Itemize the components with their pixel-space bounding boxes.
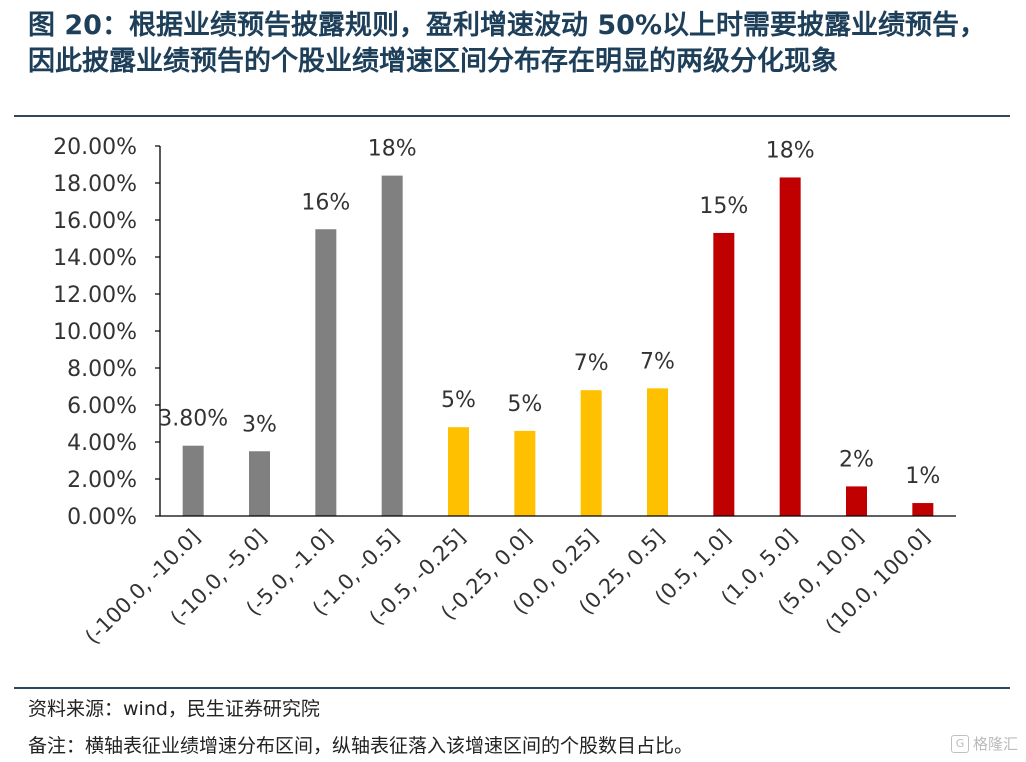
bar bbox=[713, 232, 735, 516]
data-label: 3.80% bbox=[158, 407, 228, 432]
y-tick-label: 6.00% bbox=[67, 394, 137, 419]
top-divider bbox=[14, 115, 1010, 117]
figure-title: 图 20：根据业绩预告披露规则，盈利增速波动 50%以上时需要披露业绩预告，因此… bbox=[28, 10, 986, 77]
bar bbox=[846, 486, 867, 516]
remark-note: 备注：横轴表征业绩增速分布区间，纵轴表征落入该增速区间的个股数目占比。 bbox=[28, 735, 694, 757]
data-label: 2% bbox=[839, 447, 874, 472]
y-tick-label: 18.00% bbox=[53, 172, 137, 197]
data-labels: 3.80% 3% 16% 18% 5% 5% 7% 7% 15% 18% 2% 1% bbox=[158, 137, 940, 489]
data-label: 5% bbox=[507, 392, 542, 417]
data-label: 15% bbox=[699, 194, 748, 219]
y-tick-label: 20.00% bbox=[53, 135, 137, 160]
data-label: 7% bbox=[574, 351, 609, 376]
source-note: 资料来源：wind，民生证券研究院 bbox=[28, 698, 320, 720]
data-label: 16% bbox=[301, 190, 350, 215]
y-tick-label: 12.00% bbox=[53, 283, 137, 308]
bar bbox=[315, 229, 337, 516]
bar bbox=[448, 427, 469, 516]
bottom-divider bbox=[14, 687, 1010, 689]
data-label: 1% bbox=[905, 464, 940, 489]
bar bbox=[249, 451, 270, 516]
bars bbox=[182, 175, 934, 516]
y-tick-label: 4.00% bbox=[67, 431, 137, 456]
watermark-text: 格隆汇 bbox=[972, 735, 1018, 753]
watermark: G 格隆汇 bbox=[950, 733, 1018, 754]
bar bbox=[647, 388, 668, 516]
watermark-logo-icon: G bbox=[950, 734, 969, 753]
bar bbox=[779, 177, 801, 516]
data-label: 18% bbox=[368, 137, 417, 162]
bar bbox=[580, 390, 602, 516]
y-tick-label: 2.00% bbox=[67, 468, 137, 493]
x-axis: (-100.0, -10.0](-10.0, -5.0](-5.0, -1.0]… bbox=[80, 515, 956, 649]
data-label: 18% bbox=[766, 138, 815, 163]
bar bbox=[912, 503, 934, 516]
data-label: 7% bbox=[640, 349, 675, 374]
y-tick-label: 14.00% bbox=[53, 246, 137, 271]
data-label: 3% bbox=[242, 412, 277, 437]
y-tick-label: 8.00% bbox=[67, 357, 137, 382]
bar bbox=[514, 430, 536, 516]
y-tick-label: 0.00% bbox=[67, 505, 137, 530]
bar bbox=[381, 175, 403, 516]
data-label: 5% bbox=[441, 388, 476, 413]
bar bbox=[182, 445, 204, 516]
y-tick-label: 10.00% bbox=[53, 320, 137, 345]
bar-chart: 0.00% 2.00% 4.00% 6.00% 8.00% 10.00% 12.00% 14.… bbox=[53, 135, 956, 649]
x-tick-label: (-100.0, -10.0] bbox=[80, 525, 204, 649]
y-tick-label: 16.00% bbox=[53, 209, 137, 234]
y-axis: 0.00% 2.00% 4.00% 6.00% 8.00% 10.00% 12.00% 14.… bbox=[53, 135, 161, 530]
